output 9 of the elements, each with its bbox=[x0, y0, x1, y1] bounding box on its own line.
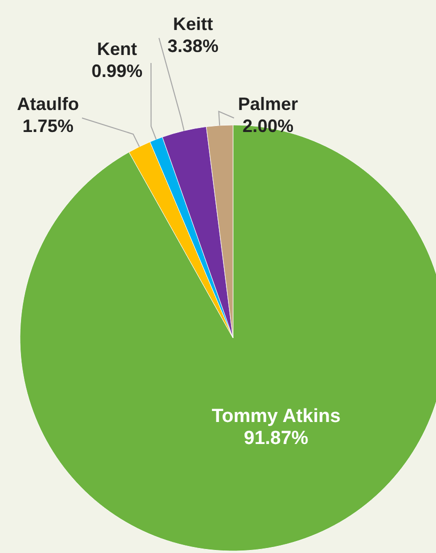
data-label: 91.87% bbox=[244, 428, 308, 449]
slice-label: Kent bbox=[97, 39, 138, 59]
data-label: 0.99% bbox=[91, 61, 143, 81]
slice-label: Palmer bbox=[238, 94, 298, 114]
data-label: 3.38% bbox=[167, 36, 219, 56]
slice-label: Keitt bbox=[173, 14, 214, 34]
slice-label: Ataulfo bbox=[17, 94, 79, 114]
slice-label: Tommy Atkins bbox=[212, 406, 341, 427]
data-label: 1.75% bbox=[22, 116, 74, 136]
